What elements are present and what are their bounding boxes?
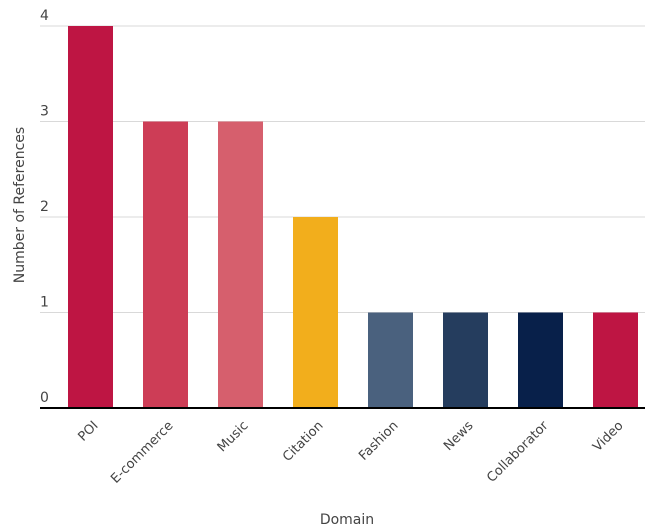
- y-tick-label: 2: [40, 199, 49, 215]
- bar-news: [443, 312, 488, 408]
- x-axis-title: Domain: [320, 512, 374, 528]
- y-axis-title: Number of References: [12, 127, 28, 283]
- x-tick-label: News: [441, 418, 477, 454]
- gridlines: [40, 25, 645, 313]
- x-tick-label: Music: [215, 418, 252, 455]
- y-tick-label: 4: [40, 8, 49, 24]
- x-tick-label: Video: [590, 418, 626, 454]
- bar-poi: [68, 26, 113, 408]
- y-tick-label: 1: [40, 295, 49, 311]
- x-tick-label: E-commerce: [108, 418, 176, 486]
- x-tick-label: Citation: [280, 418, 326, 464]
- y-tick-label: 0: [40, 390, 49, 406]
- bar-fashion: [368, 312, 413, 408]
- x-tick-label: Collaborator: [484, 418, 552, 486]
- x-axis-labels: POI E-commerce Music Citation Fashion News Col…: [75, 418, 626, 487]
- bars: [68, 26, 638, 408]
- y-axis-ticks: 0 1 2 3 4: [40, 8, 49, 406]
- bar-music: [218, 121, 263, 408]
- x-tick-label: Fashion: [356, 418, 401, 463]
- y-tick-label: 3: [40, 104, 49, 120]
- x-tick-label: POI: [75, 418, 101, 444]
- bar-video: [593, 312, 638, 408]
- bar-citation: [293, 217, 338, 408]
- bar-e-commerce: [143, 121, 188, 408]
- bar-collaborator: [518, 312, 563, 408]
